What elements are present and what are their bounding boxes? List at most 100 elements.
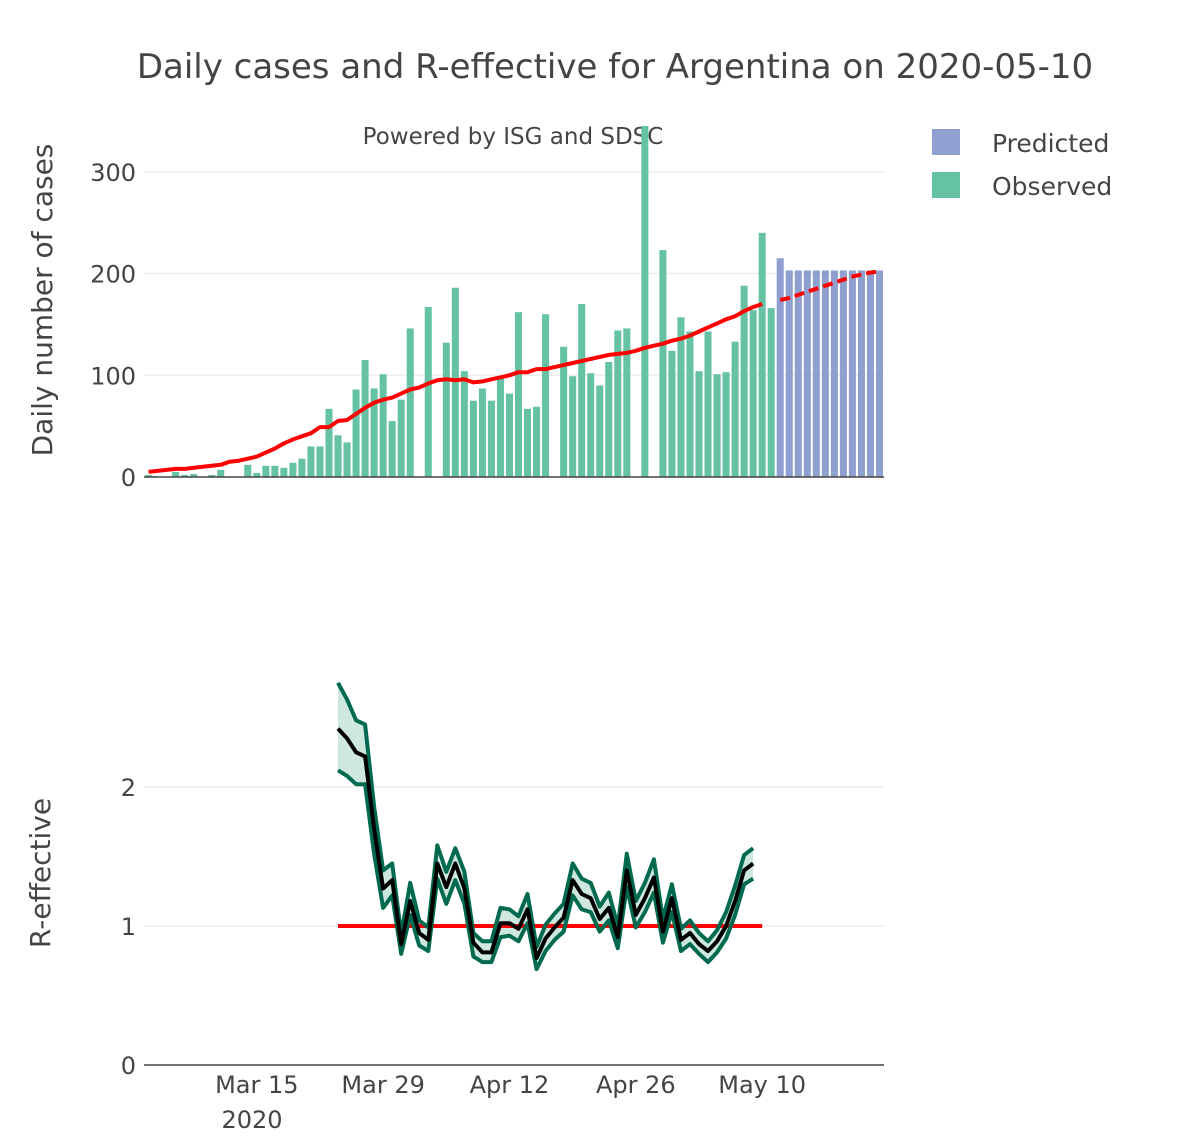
- r-effective-panel: 0 1 2 Mar 15 Mar 29 Apr 12 Apr 26 May 10 R-eff…: [24, 681, 884, 1134]
- legend-label-observed: Observed: [992, 172, 1112, 201]
- observed-bar: [623, 328, 631, 477]
- predicted-bar: [812, 270, 820, 477]
- predicted-bar: [875, 270, 884, 477]
- observed-bar: [325, 408, 333, 477]
- observed-bar: [605, 362, 613, 477]
- observed-bar: [316, 446, 324, 477]
- r-y-axis-label: R-effective: [24, 798, 57, 948]
- observed-bar: [496, 377, 504, 477]
- observed-bar: [262, 465, 270, 477]
- observed-bar: [686, 331, 694, 477]
- chart-title: Daily cases and R-effective for Argentin…: [137, 47, 1093, 87]
- observed-bar: [370, 388, 378, 477]
- observed-bar: [469, 400, 477, 477]
- observed-bar: [677, 317, 685, 477]
- observed-bar: [767, 308, 775, 477]
- observed-bar: [361, 359, 369, 477]
- predicted-bar: [794, 270, 802, 477]
- observed-bar: [749, 310, 757, 477]
- cases-y-tick: 200: [90, 261, 136, 289]
- observed-bar: [181, 474, 189, 477]
- x-tick-label: Apr 12: [470, 1071, 550, 1099]
- observed-bar: [379, 374, 387, 477]
- predicted-bar: [821, 270, 829, 477]
- smoothed-line-group: [148, 269, 880, 474]
- predicted-bar: [866, 270, 874, 477]
- predicted-bar: [803, 270, 811, 477]
- observed-bar: [190, 473, 198, 477]
- observed-bar: [172, 471, 180, 477]
- observed-bar: [253, 472, 261, 477]
- observed-bar: [740, 285, 748, 477]
- cases-y-tick: 300: [90, 159, 136, 187]
- observed-bar: [352, 389, 360, 477]
- observed-bar: [542, 314, 550, 477]
- cases-bars: [144, 125, 884, 478]
- cases-y-tick: 100: [90, 362, 136, 390]
- legend[interactable]: Predicted Observed: [932, 129, 1112, 201]
- observed-bar: [704, 331, 712, 477]
- r-y-tick: 1: [121, 913, 136, 941]
- observed-bar: [334, 435, 342, 477]
- observed-bar: [307, 446, 315, 477]
- observed-bar: [722, 372, 730, 477]
- observed-bar: [487, 400, 495, 477]
- x-tick-label: Mar 29: [341, 1071, 424, 1099]
- observed-bar: [442, 342, 450, 477]
- cases-y-axis-label: Daily number of cases: [26, 144, 59, 457]
- observed-bar: [731, 341, 739, 477]
- observed-bar: [505, 393, 514, 477]
- observed-bar: [298, 458, 306, 477]
- r-effective-line: [336, 727, 755, 960]
- r-upper-bound-line: [336, 681, 755, 949]
- observed-bar: [758, 232, 766, 477]
- legend-label-predicted: Predicted: [992, 129, 1109, 158]
- observed-bar: [641, 125, 649, 478]
- smoothed-line-observed: [148, 302, 763, 474]
- observed-bar: [713, 374, 721, 477]
- observed-bar: [569, 376, 577, 477]
- chart-subtitle: Powered by ISG and SDSC: [363, 124, 664, 150]
- legend-swatch-observed: [932, 172, 960, 198]
- legend-item-observed[interactable]: Observed: [932, 172, 1112, 201]
- observed-bar: [533, 406, 541, 477]
- legend-swatch-predicted: [932, 129, 960, 155]
- predicted-bar: [857, 270, 865, 477]
- observed-bar: [596, 385, 604, 477]
- observed-bar: [524, 408, 532, 477]
- r-lower-bound-line: [336, 768, 755, 972]
- predicted-bar: [785, 270, 793, 477]
- observed-bar: [587, 373, 595, 477]
- predicted-bar: [839, 270, 847, 477]
- smoothed-line-predicted: [779, 269, 880, 302]
- cases-y-ticks: 0 100 200 300: [90, 159, 136, 492]
- observed-bar: [244, 464, 252, 477]
- r-y-tick: 2: [121, 774, 136, 802]
- observed-bar: [695, 371, 703, 477]
- observed-bar: [343, 442, 351, 477]
- observed-bar: [144, 474, 153, 477]
- observed-bar: [478, 388, 486, 477]
- observed-bar: [668, 350, 676, 477]
- x-tick-year: 2020: [221, 1106, 282, 1134]
- r-confidence-band: [338, 682, 754, 970]
- r-y-ticks: 0 1 2: [121, 774, 136, 1080]
- r-y-tick: 0: [121, 1052, 136, 1080]
- date-x-ticks: Mar 15 Mar 29 Apr 12 Apr 26 May 10: [215, 1071, 806, 1099]
- r-effective-series: [336, 681, 763, 972]
- observed-bar: [397, 399, 405, 477]
- observed-bar: [514, 312, 523, 477]
- predicted-bar: [830, 270, 838, 477]
- observed-bar: [217, 469, 225, 477]
- observed-bar: [406, 328, 414, 477]
- observed-bar: [560, 346, 568, 477]
- observed-bar: [659, 250, 667, 477]
- predicted-bar: [848, 270, 856, 477]
- observed-bar: [614, 330, 622, 477]
- x-tick-label: Mar 15: [215, 1071, 298, 1099]
- observed-bar: [578, 304, 586, 477]
- observed-bar: [271, 465, 279, 477]
- legend-item-predicted[interactable]: Predicted: [932, 129, 1109, 158]
- observed-bar: [280, 467, 288, 477]
